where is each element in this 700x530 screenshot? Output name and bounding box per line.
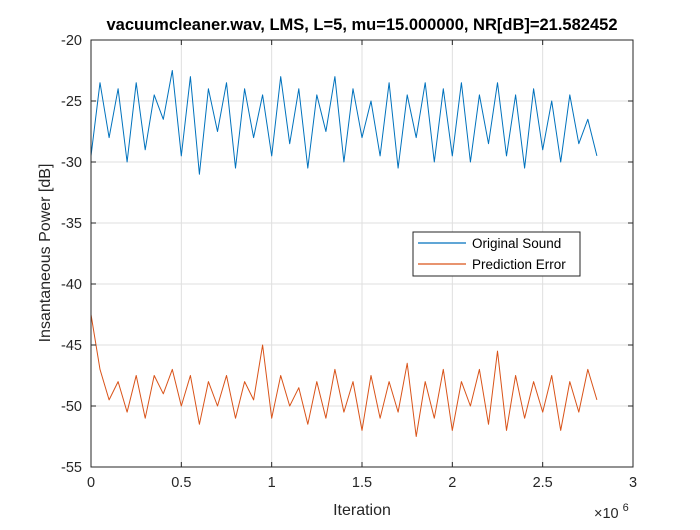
x-tick-label: 2.5 (533, 475, 553, 491)
legend-label-original-sound: Original Sound (472, 236, 561, 251)
x-axis-label: Iteration (333, 502, 391, 519)
series-original-sound (90, 70, 598, 175)
y-tick-label: -30 (61, 155, 82, 171)
x-axis-exponent-base: ×10 (594, 506, 619, 522)
x-axis-exponent: ×10 6 (594, 502, 629, 522)
x-tick-label: 0 (87, 475, 95, 491)
x-tick-label: 1 (268, 475, 276, 491)
y-tick-label: -20 (61, 33, 82, 49)
y-tick-label: -45 (61, 338, 82, 354)
ticks (90, 39, 634, 468)
legend-box (412, 231, 581, 277)
y-tick-label: -25 (61, 94, 82, 110)
y-tick-label: -35 (61, 216, 82, 232)
x-tick-label: 3 (629, 475, 637, 491)
legend-label-prediction-error: Prediction Error (472, 257, 566, 272)
x-tick-label: 0.5 (171, 475, 191, 491)
y-tick-label: -50 (61, 399, 82, 415)
legend: Original Sound Prediction Error (412, 231, 581, 277)
x-tick-label: 2 (448, 475, 456, 491)
y-tick-label: -55 (61, 460, 82, 476)
chart-title: vacuumcleaner.wav, LMS, L=5, mu=15.00000… (106, 16, 617, 34)
y-axis-label: Insantaneous Power [dB] (37, 164, 54, 343)
x-tick-label: 1.5 (352, 475, 372, 491)
y-tick-label: -40 (61, 277, 82, 293)
x-axis-exponent-power: 6 (623, 502, 629, 514)
series-layer (90, 70, 598, 437)
series-prediction-error (90, 314, 598, 437)
tick-labels: 0 0.5 1 1.5 2 2.5 3 -55 -50 -45 -40 -35 -30 -25 -20 (61, 33, 637, 491)
